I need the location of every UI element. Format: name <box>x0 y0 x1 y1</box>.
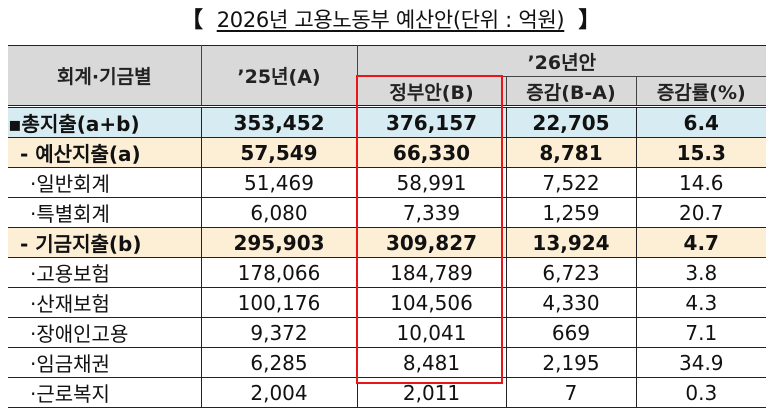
table-row: ·산재보험 100,176 104,506 4,330 4.3 <box>8 287 767 318</box>
cell-gov: 8,481 <box>356 347 506 378</box>
cell-gov: 309,827 <box>356 227 506 258</box>
header-gov-proposal: 정부안(B) <box>357 76 506 107</box>
header-category: 회계·기금별 <box>8 45 202 107</box>
title-text: 2026년 고용노동부 예산안(단위 : 억원) <box>216 8 565 32</box>
cell-prev: 295,903 <box>200 227 357 258</box>
title-close-bracket: 】 <box>578 8 601 33</box>
cell-gov: 10,041 <box>356 317 506 348</box>
row-label: ·고용보험 <box>8 257 201 288</box>
cell-gov: 58,991 <box>356 167 506 198</box>
header-change-rate: 증감률(%) <box>635 76 767 107</box>
table-row: ·고용보험 178,066 184,789 6,723 3.8 <box>8 257 767 288</box>
cell-gov: 2,011 <box>356 377 506 408</box>
cell-prev: 6,080 <box>200 197 357 228</box>
cell-prev: 353,452 <box>200 105 357 138</box>
table-row: ·일반회계 51,469 58,991 7,522 14.6 <box>8 167 767 198</box>
row-label: ·일반회계 <box>8 167 201 198</box>
cell-change: 1,259 <box>505 197 636 228</box>
table-row: ·임금채권 6,285 8,481 2,195 34.9 <box>8 347 767 378</box>
cell-gov: 7,339 <box>356 197 506 228</box>
cell-rate: 4.3 <box>635 287 767 318</box>
cell-rate: 0.3 <box>635 377 767 408</box>
cell-rate: 7.1 <box>635 317 767 348</box>
row-label: ·특별회계 <box>8 197 201 228</box>
cell-gov: 376,157 <box>356 105 506 138</box>
table-header: 회계·기금별 ’25년(A) ’26년안 정부안(B) 증감(B-A) 증감률(… <box>8 45 767 107</box>
header-prev-year: ’25년(A) <box>201 45 358 107</box>
cell-change: 22,705 <box>505 105 636 138</box>
cell-rate: 20.7 <box>635 197 767 228</box>
cell-rate: 6.4 <box>635 105 767 138</box>
cell-prev: 178,066 <box>200 257 357 288</box>
table-row-fund-expenditure: - 기금지출(b) 295,903 309,827 13,924 4.7 <box>8 227 767 258</box>
row-label: ·임금채권 <box>8 347 201 378</box>
cell-prev: 6,285 <box>200 347 357 378</box>
budget-table: 회계·기금별 ’25년(A) ’26년안 정부안(B) 증감(B-A) 증감률(… <box>8 45 767 408</box>
row-label: - 예산지출(a) <box>8 137 201 168</box>
cell-rate: 34.9 <box>635 347 767 378</box>
cell-prev: 57,549 <box>200 137 357 168</box>
cell-prev: 100,176 <box>200 287 357 318</box>
row-label: ·근로복지 <box>8 377 201 408</box>
cell-rate: 14.6 <box>635 167 767 198</box>
header-change: 증감(B-A) <box>505 76 636 107</box>
cell-gov: 184,789 <box>356 257 506 288</box>
table-row-total: ▪총지출(a+b) 353,452 376,157 22,705 6.4 <box>8 105 767 138</box>
cell-rate: 15.3 <box>635 137 767 168</box>
table-body: ▪총지출(a+b) 353,452 376,157 22,705 6.4 - 예… <box>8 105 767 408</box>
cell-change: 7 <box>505 377 636 408</box>
table-row-budget-expenditure: - 예산지출(a) 57,549 66,330 8,781 15.3 <box>8 137 767 168</box>
cell-change: 2,195 <box>505 347 636 378</box>
cell-gov: 104,506 <box>356 287 506 318</box>
table-row: ·장애인고용 9,372 10,041 669 7.1 <box>8 317 767 348</box>
cell-prev: 2,004 <box>200 377 357 408</box>
cell-rate: 4.7 <box>635 227 767 258</box>
row-label: ·산재보험 <box>8 287 201 318</box>
cell-rate: 3.8 <box>635 257 767 288</box>
cell-gov: 66,330 <box>356 137 506 168</box>
cell-change: 8,781 <box>505 137 636 168</box>
budget-table-container: 회계·기금별 ’25년(A) ’26년안 정부안(B) 증감(B-A) 증감률(… <box>8 45 767 408</box>
cell-change: 13,924 <box>505 227 636 258</box>
cell-change: 7,522 <box>505 167 636 198</box>
row-label: ·장애인고용 <box>8 317 201 348</box>
table-row: ·특별회계 6,080 7,339 1,259 20.7 <box>8 197 767 228</box>
cell-change: 6,723 <box>505 257 636 288</box>
table-row: ·근로복지 2,004 2,011 7 0.3 <box>8 377 767 408</box>
title-open-bracket: 【 <box>180 8 203 33</box>
cell-change: 4,330 <box>505 287 636 318</box>
page-title: 【 2026년 고용노동부 예산안(단위 : 억원) 】 <box>0 4 781 36</box>
row-label: - 기금지출(b) <box>8 227 201 258</box>
cell-prev: 9,372 <box>200 317 357 348</box>
header-2026-group: ’26년안 <box>357 45 767 77</box>
cell-prev: 51,469 <box>200 167 357 198</box>
row-label: ▪총지출(a+b) <box>8 105 201 138</box>
cell-change: 669 <box>505 317 636 348</box>
